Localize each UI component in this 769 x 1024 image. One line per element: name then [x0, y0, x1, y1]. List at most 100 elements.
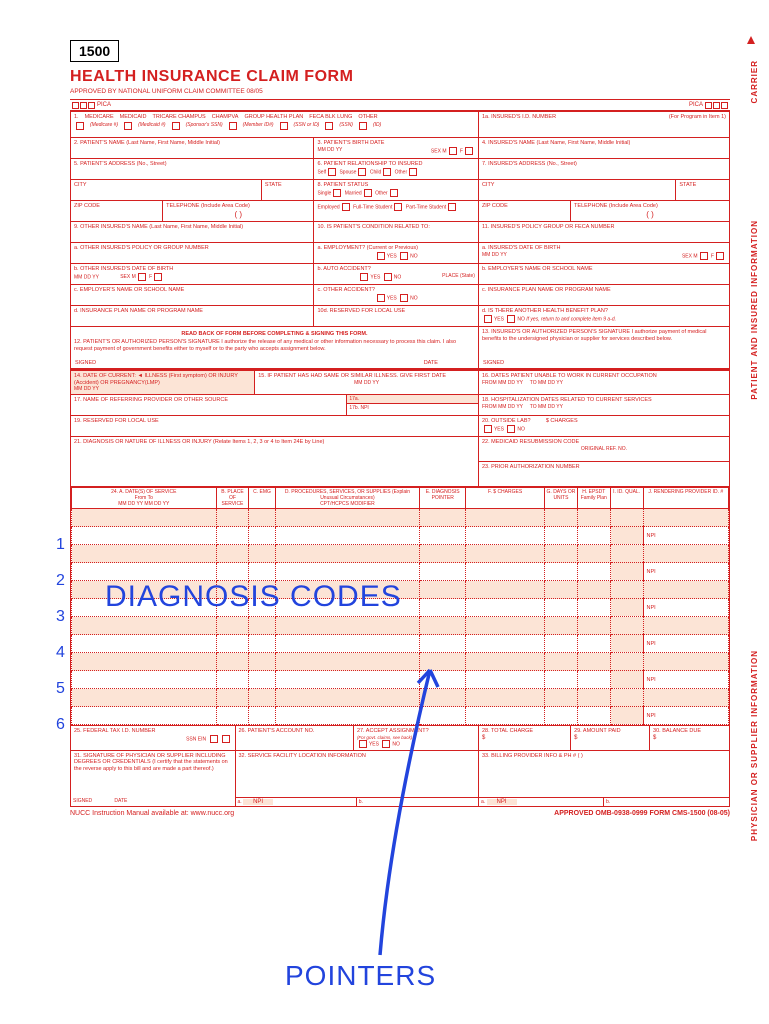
service-row: 2NPI	[72, 563, 729, 581]
f3-dates: MM DD YY	[317, 147, 342, 155]
f11a: a. INSURED'S DATE OF BIRTH	[482, 245, 726, 252]
f17b: 17b. NPI	[347, 404, 478, 412]
sub2: (Sponsor's SSN)	[186, 122, 223, 130]
f22: 22. MEDICAID RESUBMISSION CODE	[482, 439, 579, 445]
f11d: d. IS THERE ANOTHER HEALTH BENEFIT PLAN?	[482, 308, 726, 315]
y3: YES	[387, 295, 397, 301]
sub1: (Medicaid #)	[138, 122, 166, 130]
h24d: D. PROCEDURES, SERVICES, OR SUPPLIES (Ex…	[277, 489, 419, 501]
side-physician: PHYSICIAN OR SUPPLIER INFORMATION	[750, 650, 759, 841]
f10b: b. AUTO ACCIDENT?	[317, 266, 475, 273]
form-subtitle: APPROVED BY NATIONAL UNIFORM CLAIM COMMI…	[70, 88, 730, 95]
f22-ref: ORIGINAL REF. NO.	[482, 446, 726, 452]
f20: 20. OUTSIDE LAB?	[482, 418, 531, 424]
f28: 28. TOTAL CHARGE	[482, 728, 567, 735]
f8-emp: Employed	[317, 204, 339, 210]
service-row-shaded	[72, 617, 729, 635]
d29: $	[574, 735, 646, 741]
signed12: SIGNED	[75, 360, 96, 366]
opt-medicaid: MEDICAID	[120, 114, 147, 120]
zip1: ZIP CODE	[74, 203, 159, 210]
opt-other: OTHER	[358, 114, 377, 120]
f14: 14. DATE OF CURRENT:	[74, 373, 136, 379]
f6-child: Child	[370, 169, 381, 175]
f18-from: FROM	[482, 404, 497, 410]
footer-left: NUCC Instruction Manual available at: ww…	[70, 810, 234, 817]
f9b: b. OTHER INSURED'S DATE OF BIRTH	[74, 266, 310, 273]
f11a-d: MM DD YY	[482, 252, 507, 258]
n2: NO	[394, 274, 402, 280]
f8-ft: Full-Time Student	[353, 204, 392, 210]
service-row: 1NPI	[72, 527, 729, 545]
opt-medicare: MEDICARE	[85, 114, 114, 120]
f10a: a. EMPLOYMENT? (Current or Previous)	[317, 245, 475, 252]
row-number: 2	[56, 572, 65, 590]
h24d-sub: CPT/HCPCS MODIFIER	[277, 501, 419, 507]
f8-other: Other	[375, 190, 388, 196]
phone2-paren: ( )	[574, 210, 726, 219]
form-title: HEALTH INSURANCE CLAIM FORM	[70, 68, 730, 86]
signed13: SIGNED	[483, 360, 504, 366]
f9b-sex: SEX	[120, 274, 130, 280]
h24g: G. DAYS OR UNITS	[545, 488, 578, 509]
f15: 15. IF PATIENT HAS HAD SAME OR SIMILAR I…	[258, 373, 475, 380]
sub6: (ID)	[373, 122, 381, 130]
f11d-note: If yes, return to and complete item 9 a-…	[526, 316, 616, 322]
city1: CITY	[74, 182, 258, 189]
f16-to: TO	[530, 380, 537, 386]
side-patient: PATIENT AND INSURED INFORMATION	[750, 220, 759, 400]
f32a: a.	[238, 799, 242, 805]
f31: 31. SIGNATURE OF PHYSICIAN OR SUPPLIER I…	[74, 753, 232, 773]
f7: 7. INSURED'S ADDRESS (No., Street)	[482, 161, 726, 168]
city2: CITY	[482, 182, 672, 189]
f18-to: TO	[530, 404, 537, 410]
f3-sex: SEX	[431, 148, 441, 154]
f25-sub: SSN EIN	[186, 736, 206, 742]
n4: NO	[517, 316, 525, 322]
date12: DATE	[424, 360, 438, 366]
h24b: B. PLACE OF SERVICE	[216, 488, 249, 509]
h24h: H. EPSDT Family Plan	[577, 488, 610, 509]
signed31: SIGNED	[73, 798, 92, 804]
pica-left: PICA	[97, 102, 111, 108]
read-back: READ BACK OF FORM BEFORE COMPLETING & SI…	[74, 329, 475, 339]
f14-d: MM DD YY	[74, 386, 251, 392]
f9c: c. EMPLOYER'S NAME OR SCHOOL NAME	[74, 287, 310, 294]
state1: STATE	[265, 182, 311, 189]
f6-spouse: Spouse	[339, 169, 356, 175]
f30: 30. BALANCE DUE	[653, 728, 726, 735]
y1: YES	[387, 253, 397, 259]
side-carrier: CARRIER	[750, 60, 759, 103]
f33-paren: ( )	[578, 753, 583, 759]
d30: $	[653, 735, 726, 741]
f12: 12. PATIENT'S OR AUTHORIZED PERSON'S SIG…	[74, 339, 475, 352]
f23: 23. PRIOR AUTHORIZATION NUMBER	[482, 464, 726, 471]
f29: 29. AMOUNT PAID	[574, 728, 646, 735]
row-number: 1	[56, 536, 65, 554]
f9a: a. OTHER INSURED'S POLICY OR GROUP NUMBE…	[74, 245, 310, 252]
f1a: 1a. INSURED'S I.D. NUMBER	[482, 114, 556, 120]
f6: 6. PATIENT RELATIONSHIP TO INSURED	[317, 161, 475, 168]
state2: STATE	[679, 182, 726, 189]
f10d: 10d. RESERVED FOR LOCAL USE	[317, 308, 475, 315]
f9b-d: MM DD YY	[74, 274, 99, 280]
pica-right: PICA	[689, 102, 703, 108]
h24e: E. DIAGNOSIS POINTER	[420, 488, 466, 509]
f16-from: FROM	[482, 380, 497, 386]
phone1: TELEPHONE (Include Area Code)	[166, 203, 310, 210]
f10: 10. IS PATIENT'S CONDITION RELATED TO:	[317, 224, 475, 231]
row-number: 4	[56, 644, 65, 662]
annotation-pointers: POINTERS	[285, 960, 436, 992]
f25: 25. FEDERAL TAX I.D. NUMBER	[74, 728, 232, 735]
f11a-sex: SEX	[682, 253, 692, 259]
f6-self: Self	[317, 169, 326, 175]
annotation-arrow	[320, 655, 470, 965]
f21: 21. DIAGNOSIS OR NATURE OF ILLNESS OR IN…	[74, 439, 475, 446]
f16: 16. DATES PATIENT UNABLE TO WORK IN CURR…	[482, 373, 726, 380]
h24j: J. RENDERING PROVIDER ID. #	[643, 488, 728, 509]
y4: YES	[494, 316, 504, 322]
sub5: (SSN)	[339, 122, 353, 130]
zip2: ZIP CODE	[482, 203, 567, 210]
f9: 9. OTHER INSURED'S NAME (Last Name, Firs…	[74, 224, 310, 231]
f10c: c. OTHER ACCIDENT?	[317, 287, 475, 294]
